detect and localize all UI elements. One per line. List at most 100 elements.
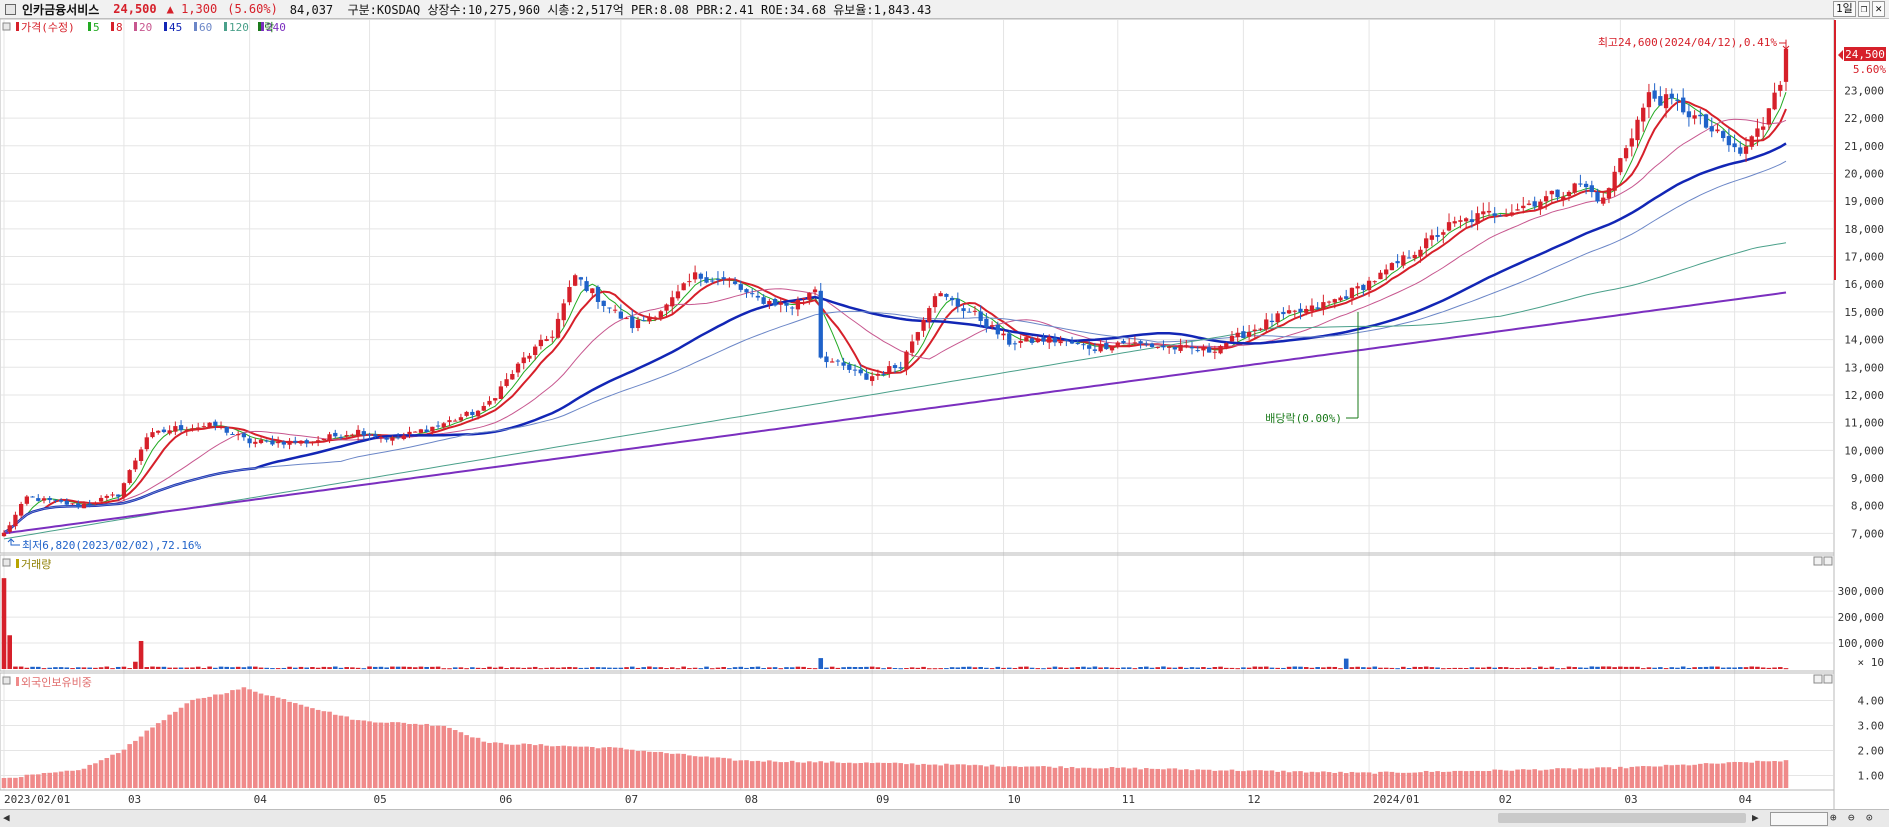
volume-bar: [1606, 666, 1612, 669]
stock-chart[interactable]: 7,000 8,000 9,000 10,000 11,000 12,000 13,000 1…: [0, 0, 1889, 809]
legend-toggle-icon[interactable]: [2, 22, 11, 31]
zoom-slider[interactable]: [1770, 812, 1828, 826]
foreign-tick-label: 1.00: [1858, 770, 1885, 783]
foreign-bar: [515, 744, 521, 788]
candle-body: [1315, 307, 1320, 309]
foreign-bar: [1692, 764, 1697, 788]
volume-bar: [629, 666, 635, 669]
candle-body: [1, 532, 7, 537]
foreign-bar: [418, 724, 424, 788]
foreign-bar: [1201, 769, 1206, 788]
candle-body: [1161, 345, 1166, 348]
foreign-bar: [738, 760, 744, 788]
foreign-bar: [1166, 768, 1172, 788]
candle-body: [1366, 280, 1372, 291]
volume-bar: [1246, 667, 1252, 669]
price-tick-label: 11,000: [1844, 417, 1884, 430]
volume-bar: [178, 667, 184, 669]
volume-bar: [1281, 667, 1286, 669]
foreign-bar: [938, 765, 943, 788]
candle-body: [361, 431, 366, 436]
foreign-close-button[interactable]: [1823, 674, 1833, 684]
volume-restore-button[interactable]: [1813, 556, 1823, 566]
foreign-bar: [304, 706, 309, 788]
foreign-bar: [1783, 760, 1789, 788]
candle-body: [350, 434, 355, 436]
foreign-bar: [264, 695, 270, 788]
foreign-bar: [1104, 768, 1109, 788]
foreign-bar: [1052, 767, 1058, 788]
zoom-in-icon[interactable]: ⊕: [1830, 811, 1837, 824]
candle-body: [567, 286, 572, 303]
volume-bar: [550, 667, 555, 669]
candle-body: [464, 411, 469, 416]
scroll-thumb[interactable]: [1498, 813, 1746, 823]
foreign-bar: [1018, 766, 1023, 788]
volume-toggle-icon[interactable]: [2, 558, 11, 567]
candle-body: [133, 460, 138, 470]
close-button[interactable]: ✕: [1872, 1, 1885, 17]
candle-body: [1446, 222, 1452, 231]
x-tick-label: 07: [625, 793, 638, 806]
foreign-bar: [7, 777, 12, 788]
foreign-bar: [989, 764, 995, 788]
volume-bar: [738, 666, 744, 669]
scroll-left-icon[interactable]: ◀: [3, 811, 10, 824]
candle-body: [892, 365, 898, 369]
volume-bar: [235, 666, 241, 669]
volume-bar: [53, 667, 58, 669]
foreign-toggle-icon[interactable]: [2, 676, 11, 685]
foreign-bar: [1663, 764, 1669, 788]
foreign-bar: [167, 714, 172, 788]
candle-body: [1412, 254, 1417, 259]
candle-body: [1435, 235, 1440, 237]
zoom-out-icon[interactable]: ⊖: [1848, 811, 1855, 824]
foreign-bar: [807, 761, 812, 788]
x-tick-label: 06: [499, 793, 512, 806]
volume-close-button[interactable]: [1823, 556, 1833, 566]
candle-body: [190, 428, 195, 430]
volume-bar: [1429, 667, 1435, 669]
candle-body: [1372, 281, 1377, 283]
panel-icon[interactable]: [5, 3, 16, 15]
period-button[interactable]: 1일: [1833, 1, 1856, 17]
foreign-bar: [327, 711, 332, 788]
restore-button[interactable]: ❐: [1857, 1, 1871, 17]
ma-240-line: [3, 291, 1787, 535]
foreign-bar: [1006, 766, 1012, 788]
price-change-pct: (5.60%): [227, 2, 278, 16]
foreign-bar: [1566, 768, 1572, 788]
volume-bar: [1538, 666, 1543, 669]
foreign-bar: [395, 722, 401, 788]
foreign-restore-button[interactable]: [1813, 674, 1823, 684]
foreign-bar: [435, 725, 441, 788]
event-label: 락: [264, 21, 274, 34]
volume-bar: [1629, 666, 1635, 669]
volume-bar: [984, 667, 989, 669]
foreign-bar: [778, 762, 784, 788]
candle-body: [1229, 335, 1235, 342]
ma-60-swatch: [194, 22, 197, 31]
volume-bar: [521, 667, 527, 669]
foreign-bar: [1578, 768, 1583, 788]
foreign-bar: [1526, 769, 1532, 788]
scroll-right-icon[interactable]: ▶: [1752, 811, 1759, 824]
foreign-bar: [1560, 768, 1566, 788]
volume-bar: [721, 666, 726, 669]
foreign-bar: [1286, 772, 1292, 788]
candle-body: [875, 373, 881, 376]
candle-body: [767, 300, 772, 305]
candle-body: [1075, 343, 1080, 345]
candle-body: [1481, 211, 1486, 215]
foreign-bar: [664, 753, 669, 788]
foreign-bar: [1303, 772, 1309, 788]
foreign-bar: [669, 753, 675, 788]
zoom-reset-icon[interactable]: ⊙: [1866, 811, 1873, 824]
foreign-bar: [150, 727, 155, 788]
foreign-bar: [698, 756, 704, 788]
foreign-bar: [561, 745, 567, 788]
horizontal-scrollbar[interactable]: ◀ ▶ ⊕ ⊖ ⊙: [0, 809, 1889, 827]
candle-body: [1641, 107, 1646, 122]
candle-body: [1692, 115, 1697, 119]
candle-body: [378, 437, 384, 439]
